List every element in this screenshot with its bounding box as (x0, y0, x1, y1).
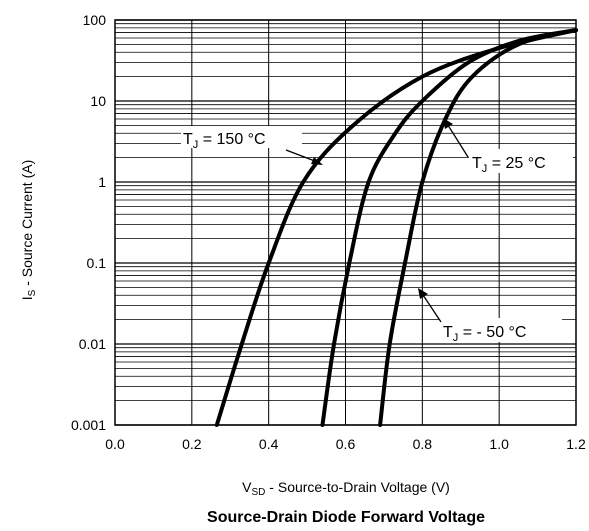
y-tick-label: 10 (90, 93, 106, 109)
plot-frame (114, 19, 577, 426)
series-line-minus50c (378, 28, 578, 427)
y-tick-label: 0.01 (79, 336, 106, 352)
x-tick-label: 0.0 (105, 436, 125, 452)
annotation-minus50c-arrow (420, 291, 442, 323)
annotation-150c: TJ = 150 °C (181, 126, 323, 165)
grid (114, 19, 577, 426)
x-axis-label: VSD - Source-to-Drain Voltage (V) (242, 479, 450, 498)
annotation-150c-label: TJ = 150 °C (183, 131, 266, 151)
tick-labels: 0.0 0.2 0.4 0.6 0.8 1.0 1.2 0.001 0.01 0.1 1 10 100 (71, 12, 586, 452)
annotation-minus50c-background (440, 318, 562, 342)
annotation-25c-label: TJ = 25 °C (472, 155, 546, 175)
annotation-25c-arrowhead (443, 118, 453, 129)
y-tick-label: 1 (98, 174, 106, 190)
annotation-minus50c-label: TJ = - 50 °C (443, 324, 526, 344)
annotation-25c-background (469, 149, 573, 173)
x-tick-label: 1.0 (489, 436, 509, 452)
annotation-25c-arrow (445, 121, 469, 158)
x-tick-label: 0.6 (336, 436, 356, 452)
x-tick-label: 0.4 (259, 436, 279, 452)
x-tick-label: 1.2 (566, 436, 586, 452)
annotation-150c-background (181, 126, 302, 148)
y-tick-label: 0.001 (71, 417, 106, 433)
annotation-minus50c: TJ = - 50 °C (418, 288, 562, 344)
y-tick-label: 100 (83, 12, 107, 28)
x-tick-label: 0.2 (182, 436, 202, 452)
annotation-25c: TJ = 25 °C (443, 118, 573, 175)
y-tick-label: 0.1 (87, 255, 107, 271)
annotation-150c-arrowhead (311, 157, 323, 165)
x-tick-label: 0.8 (413, 436, 433, 452)
curves (214, 28, 578, 427)
y-axis-label: IS - Source Current (A) (19, 160, 38, 301)
annotation-minus50c-arrowhead (418, 288, 428, 299)
series-line-25c (320, 28, 578, 427)
series-line-150c (214, 28, 578, 427)
chart-title: Source-Drain Diode Forward Voltage (207, 509, 485, 526)
